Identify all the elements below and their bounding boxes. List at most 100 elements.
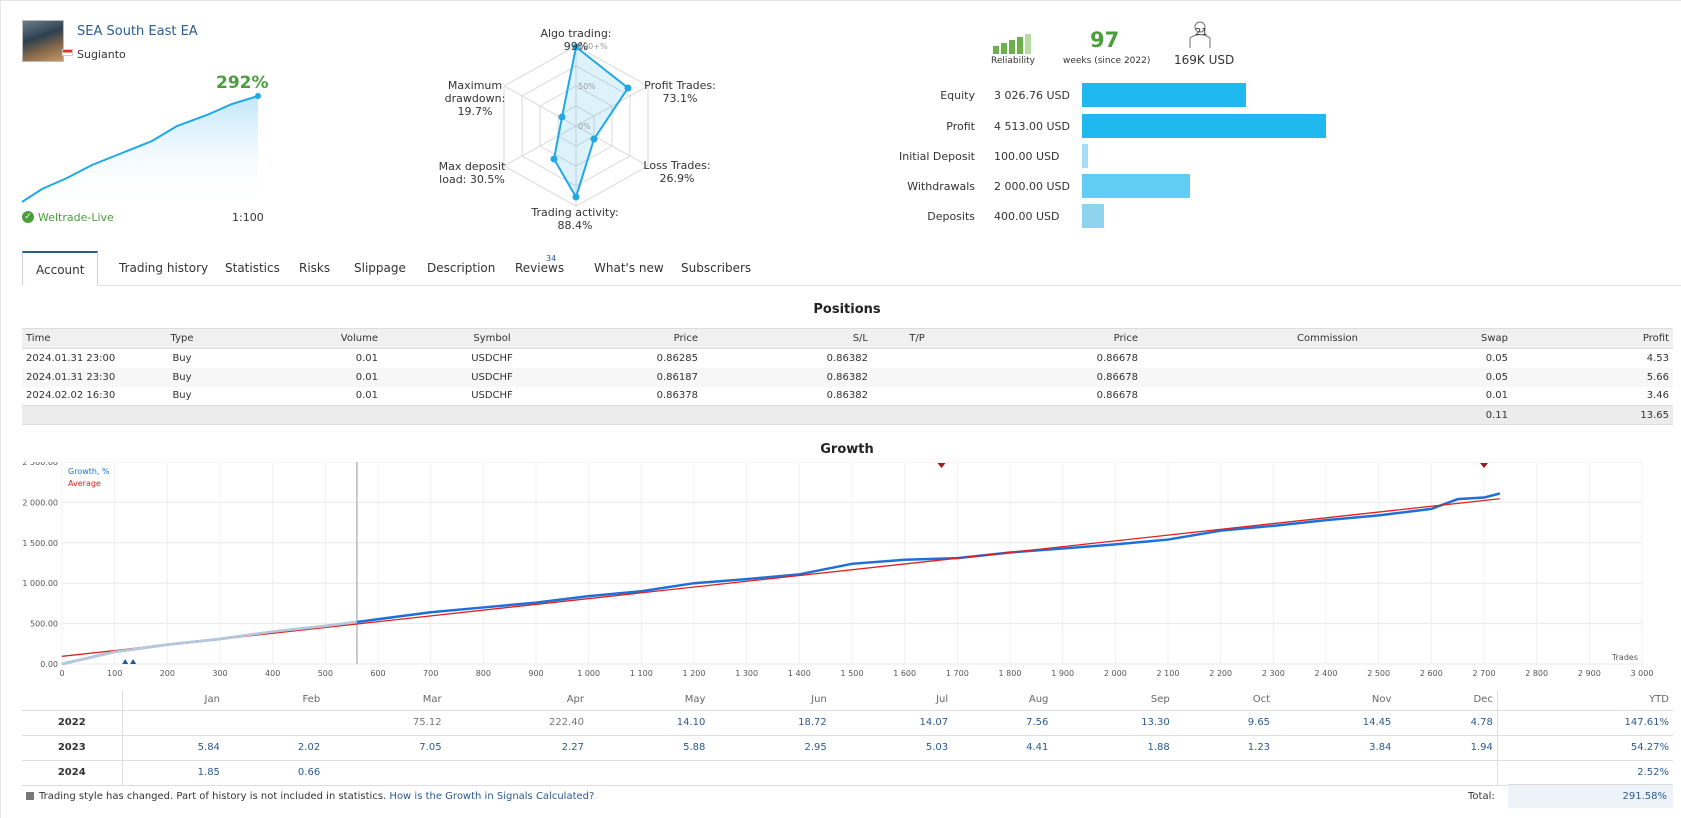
month-value[interactable] [1173, 760, 1275, 786]
tab-statistics[interactable]: Statistics [225, 261, 280, 275]
position-cell: USDCHF [382, 367, 602, 387]
reliability-bars-icon [993, 34, 1031, 54]
month-value[interactable]: 2.02 [223, 735, 325, 761]
balance-label: Equity [940, 89, 975, 102]
month-value[interactable]: 9.65 [1173, 710, 1275, 736]
col-commission: Commission [1142, 328, 1362, 349]
x-tick-label: 2 000 [1104, 669, 1127, 678]
tab-reviews[interactable]: Reviews [515, 261, 565, 275]
position-cell: Buy [132, 367, 232, 387]
total-empty-cell [132, 405, 232, 425]
balance-label: Initial Deposit [899, 150, 975, 163]
month-value[interactable]: 222.40 [445, 710, 589, 736]
tab-description[interactable]: Description [427, 261, 496, 275]
position-cell: 0.86678 [962, 367, 1142, 387]
x-tick-label: 800 [476, 669, 491, 678]
position-cell: Buy [172, 390, 192, 402]
footer-note-text: Trading style has changed. Part of histo… [39, 791, 387, 802]
position-cell: 4.53 [1646, 352, 1669, 364]
month-value[interactable] [122, 710, 224, 736]
tab-risks[interactable]: Risks [299, 261, 331, 275]
month-value[interactable] [709, 760, 831, 786]
tab-trading-history[interactable]: Trading history [119, 261, 209, 275]
y-tick-label: 2 500.00 [22, 462, 58, 467]
month-value[interactable]: 1.88 [1052, 735, 1174, 761]
month-value[interactable]: 1.85 [122, 760, 224, 786]
month-value[interactable]: 1.94 [1395, 735, 1498, 761]
x-tick-label: 1 600 [893, 669, 916, 678]
radar-label-activity: Trading activity: 88.4% [531, 206, 619, 232]
balance-value: 4 513.00 USD [994, 120, 1070, 133]
month-value[interactable]: 5.03 [830, 735, 953, 761]
month-value[interactable] [1274, 760, 1396, 786]
excluded-history-line [61, 620, 358, 666]
month-value[interactable]: 4.41 [952, 735, 1053, 761]
balance-value: 2 000.00 USD [994, 180, 1070, 193]
withdrawal-marker [130, 659, 137, 664]
radar-label-deposit-load: Max deposit load: 30.5% [438, 160, 506, 186]
month-value[interactable]: 5.88 [588, 735, 710, 761]
x-tick-label: 300 [212, 669, 227, 678]
growth-calc-link[interactable]: How is the Growth in Signals Calculated? [389, 791, 595, 802]
month-value[interactable]: 18.72 [709, 710, 831, 736]
month-value[interactable]: 13.30 [1052, 710, 1174, 736]
ytd-value[interactable]: 147.61% [1496, 710, 1673, 736]
author-name[interactable]: Sugianto [77, 48, 126, 61]
col-type: Type [132, 328, 232, 349]
x-tick-label: 2 300 [1262, 669, 1285, 678]
tab-subscribers[interactable]: Subscribers [681, 261, 752, 275]
leverage: 1:100 [232, 211, 264, 224]
total-empty-cell [22, 405, 132, 425]
month-value[interactable] [223, 710, 325, 736]
x-tick-label: 1 100 [630, 669, 653, 678]
x-tick-label: 3 000 [1631, 669, 1654, 678]
month-header: Nov [1274, 690, 1396, 711]
x-tick-label: 1 500 [841, 669, 864, 678]
position-cell: 0.86678 [1096, 352, 1138, 364]
y-tick-label: 500.00 [30, 620, 58, 629]
month-value[interactable]: 2.95 [709, 735, 831, 761]
month-value[interactable]: 7.56 [952, 710, 1053, 736]
ytd-value[interactable]: 54.27% [1496, 735, 1673, 761]
month-value[interactable]: 5.84 [122, 735, 224, 761]
footer-note: Trading style has changed. Part of histo… [26, 791, 594, 802]
month-value[interactable]: 14.10 [588, 710, 710, 736]
position-cell: 0.86187 [602, 367, 702, 387]
position-cell: 2024.02.02 16:30 [26, 390, 116, 402]
month-header: Feb [223, 690, 325, 711]
month-value[interactable]: 14.45 [1274, 710, 1396, 736]
x-tick-label: 2 700 [1473, 669, 1496, 678]
col-price: Price [602, 328, 702, 349]
balance-value: 3 026.76 USD [994, 89, 1070, 102]
ytd-value[interactable]: 2.52% [1496, 760, 1673, 786]
tab-whats-new[interactable]: What's new [594, 261, 664, 275]
month-value[interactable] [952, 760, 1053, 786]
month-value[interactable] [1052, 760, 1174, 786]
signal-name-link[interactable]: SEA South East EA [77, 24, 198, 39]
broker-server-link[interactable]: Weltrade-Live [38, 211, 114, 224]
tab-slippage[interactable]: Slippage [354, 261, 406, 275]
month-value[interactable] [324, 760, 446, 786]
month-value[interactable]: 4.78 [1395, 710, 1498, 736]
month-value[interactable]: 2.27 [445, 735, 589, 761]
month-value[interactable] [1395, 760, 1498, 786]
position-cell: 3.46 [1646, 390, 1669, 402]
tab-account[interactable]: Account [22, 251, 99, 286]
balance-bar [1082, 114, 1326, 138]
month-value[interactable]: 3.84 [1274, 735, 1396, 761]
position-row: 2024.02.02 16:30 Buy 0.01 USDCHF 0.86378 0.86… [22, 387, 1673, 406]
x-tick-label: 2 800 [1525, 669, 1548, 678]
month-value[interactable]: 0.66 [223, 760, 325, 786]
month-value[interactable]: 14.07 [830, 710, 953, 736]
month-value[interactable] [445, 760, 589, 786]
month-value[interactable] [588, 760, 710, 786]
month-value[interactable]: 1.23 [1173, 735, 1275, 761]
signal-avatar[interactable] [22, 20, 64, 62]
total-empty-cell [1142, 405, 1362, 425]
month-value[interactable]: 75.12 [324, 710, 446, 736]
month-value[interactable]: 7.05 [324, 735, 446, 761]
month-value[interactable] [830, 760, 953, 786]
x-tick-label: 400 [265, 669, 280, 678]
y-tick-label: 1 500.00 [22, 539, 58, 548]
month-header: YTD [1496, 690, 1673, 711]
